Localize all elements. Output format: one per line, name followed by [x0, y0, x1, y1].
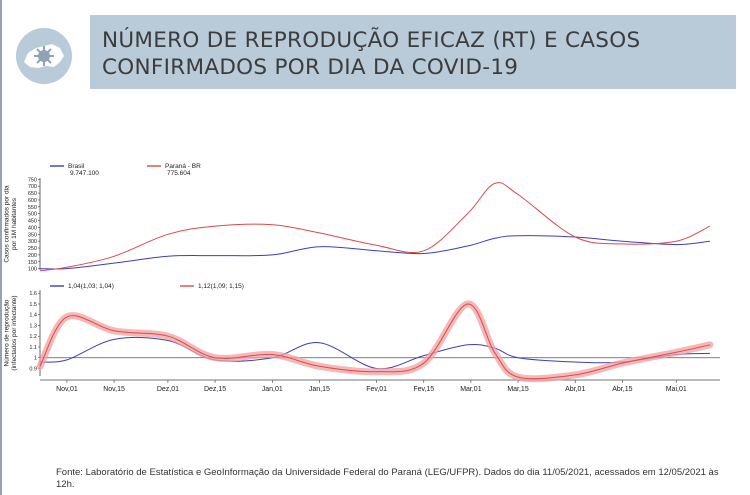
- y-tick-label: 1.5: [29, 302, 37, 308]
- legend-label: Paraná - BR: [165, 163, 201, 170]
- x-tick-label: Mar,15: [507, 386, 529, 393]
- y-tick-label: 1.2: [29, 334, 37, 340]
- y-tick-label: 1.1: [29, 345, 37, 351]
- x-tick-label: Abr,15: [612, 386, 632, 393]
- x-tick-label: Mai,01: [666, 386, 687, 393]
- rt-panel: 0.9 1 1.1 1.2 1.3 1.4 1.5 1.6 Número de reproduç…: [4, 283, 720, 393]
- x-tick-label: Dez,01: [157, 386, 179, 393]
- series-line-brasil: [39, 235, 710, 270]
- y-axis-label: Casos confirmados por diapor 1M habitant…: [4, 185, 18, 263]
- series-line-brasil: [39, 336, 710, 370]
- x-tick-label: Fev,15: [413, 386, 434, 393]
- legend-label: 1,12(1,09; 1,15): [198, 283, 244, 290]
- x-tick-label: Fev,01: [366, 386, 387, 393]
- y-tick-label: 1.4: [29, 313, 37, 319]
- y-tick-label: 150: [28, 260, 37, 266]
- y-tick-label: 200: [28, 253, 37, 259]
- x-tick-label: Jan,15: [309, 386, 330, 393]
- series-line-parana: [39, 182, 711, 272]
- y-tick-label: 550: [28, 205, 37, 211]
- legend-value: 9.747.100: [70, 170, 99, 177]
- y-tick-label: 1.3: [29, 323, 37, 329]
- source-note: Fonte: Laboratório de Estatística e GeoI…: [56, 467, 719, 490]
- confidence-band: [36, 300, 714, 383]
- y-tick-label: 750: [28, 177, 37, 183]
- x-tick-label: Nov,01: [56, 386, 78, 393]
- x-tick-label: Abr,01: [565, 386, 585, 393]
- title-banner: NÚMERO DE REPRODUÇÃO EFICAZ (RT) E CASOS…: [90, 15, 736, 89]
- legend-value: 775.604: [167, 170, 191, 177]
- frame-border: [0, 0, 2, 495]
- y-tick-label: 100: [28, 267, 37, 273]
- x-tick-label: Dez,15: [204, 386, 226, 393]
- x-tick-label: Mar,01: [460, 386, 482, 393]
- y-tick-label: 400: [28, 225, 37, 231]
- covid-chart: 1001502002503003504004505005506006507007…: [4, 163, 720, 393]
- x-tick-label: Nov,15: [103, 386, 125, 393]
- y-tick-label: 1.6: [29, 291, 37, 297]
- y-tick-label: 300: [28, 239, 37, 245]
- y-tick-label: 650: [28, 191, 37, 197]
- y-tick-label: 1: [34, 356, 37, 362]
- y-axis-label: Número de reprodução(infectados por infe…: [4, 295, 18, 370]
- y-tick-label: 700: [28, 184, 37, 190]
- page-title: NÚMERO DE REPRODUÇÃO EFICAZ (RT) E CASOS…: [102, 28, 641, 80]
- legend-label: 1,04(1,03; 1,04): [68, 283, 114, 290]
- legend-label: Brasil: [68, 163, 85, 170]
- y-tick-label: 350: [28, 232, 37, 238]
- cases-panel: 1001502002503003504004505005506006507007…: [4, 163, 711, 273]
- parana-virus-logo-icon: [16, 28, 72, 84]
- y-tick-label: 600: [28, 198, 37, 204]
- y-tick-label: 250: [28, 246, 37, 252]
- y-tick-label: 450: [28, 219, 37, 225]
- y-tick-label: 500: [28, 212, 37, 218]
- x-tick-label: Jan,01: [262, 386, 283, 393]
- series-line-parana: [39, 303, 711, 380]
- y-tick-label: 0.9: [29, 366, 37, 372]
